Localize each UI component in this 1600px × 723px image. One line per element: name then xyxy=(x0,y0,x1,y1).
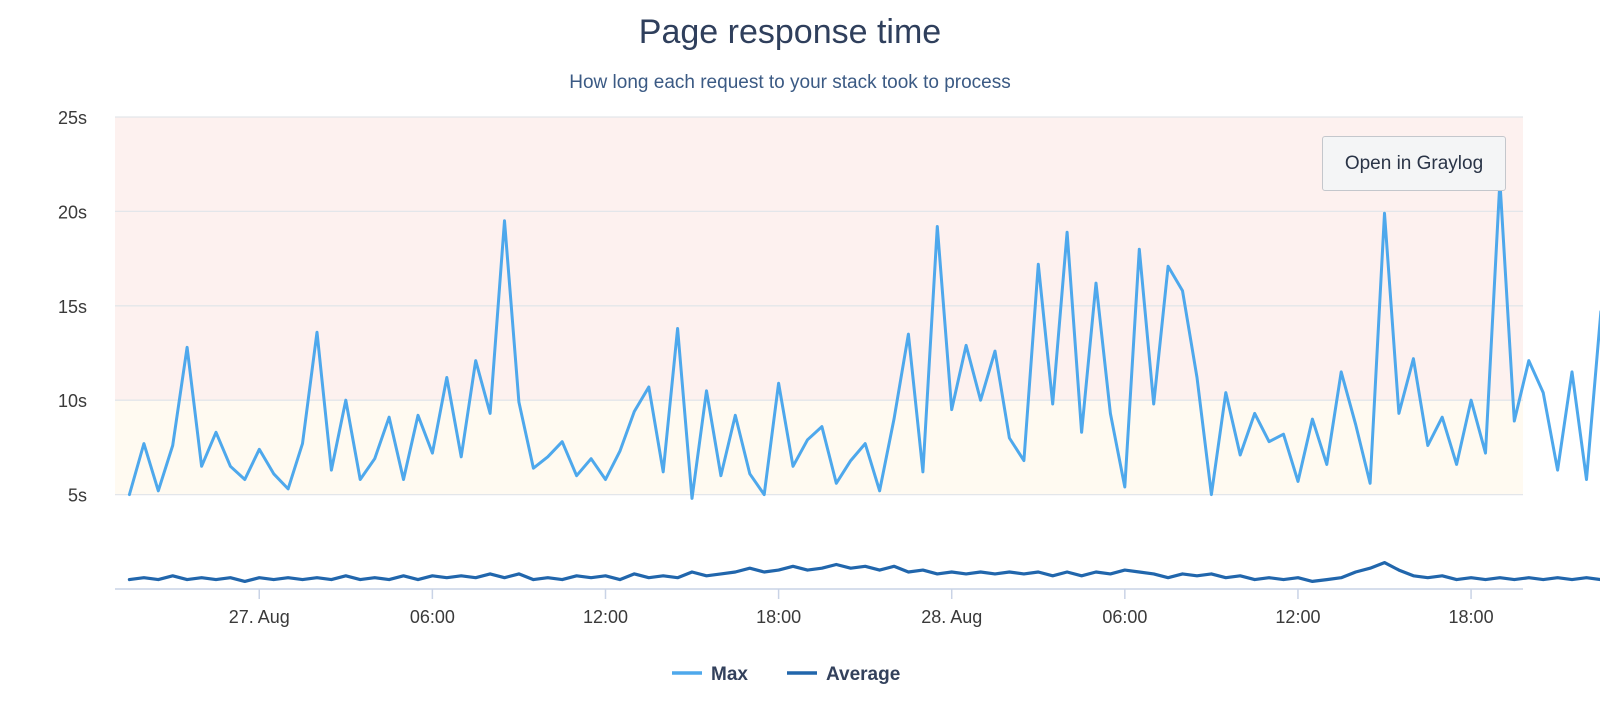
plot-band-1 xyxy=(115,117,1523,401)
series-line-max[interactable] xyxy=(127,179,1600,502)
open-in-graylog-button[interactable]: Open in Graylog xyxy=(1322,136,1506,191)
series-layer xyxy=(127,179,1600,584)
x-tick-label: 18:00 xyxy=(756,607,801,627)
grid-layer xyxy=(115,116,1523,496)
x-tick-label: 12:00 xyxy=(1275,607,1320,627)
y-tick-label: 5s xyxy=(68,486,87,506)
legend-label-average: Average xyxy=(826,664,900,685)
series-line-average[interactable] xyxy=(127,560,1600,584)
legend: Max Average xyxy=(672,664,900,685)
chart-subtitle: How long each request to your stack took… xyxy=(569,72,1010,93)
y-axis-labels: 5s 10s 15s 20s 25s xyxy=(58,108,87,506)
chart-title: Page response time xyxy=(639,13,941,51)
y-tick-label: 25s xyxy=(58,108,87,128)
legend-item-max[interactable]: Max xyxy=(672,664,748,685)
x-tick-label: 06:00 xyxy=(1102,607,1147,627)
legend-label-max: Max xyxy=(711,664,748,685)
y-tick-label: 20s xyxy=(58,202,87,222)
x-tick-label: 27. Aug xyxy=(229,607,290,627)
x-tick-label: 12:00 xyxy=(583,607,628,627)
legend-item-average[interactable]: Average xyxy=(787,664,900,685)
x-tick-label: 06:00 xyxy=(410,607,455,627)
x-tick-label: 28. Aug xyxy=(921,607,982,627)
x-tick-label: 18:00 xyxy=(1449,607,1494,627)
y-tick-label: 10s xyxy=(58,391,87,411)
y-tick-label: 15s xyxy=(58,297,87,317)
x-axis-labels: 27. Aug 06:00 12:00 18:00 28. Aug 06:00 12:00 1… xyxy=(229,589,1494,627)
plot-band-layer xyxy=(115,117,1523,495)
